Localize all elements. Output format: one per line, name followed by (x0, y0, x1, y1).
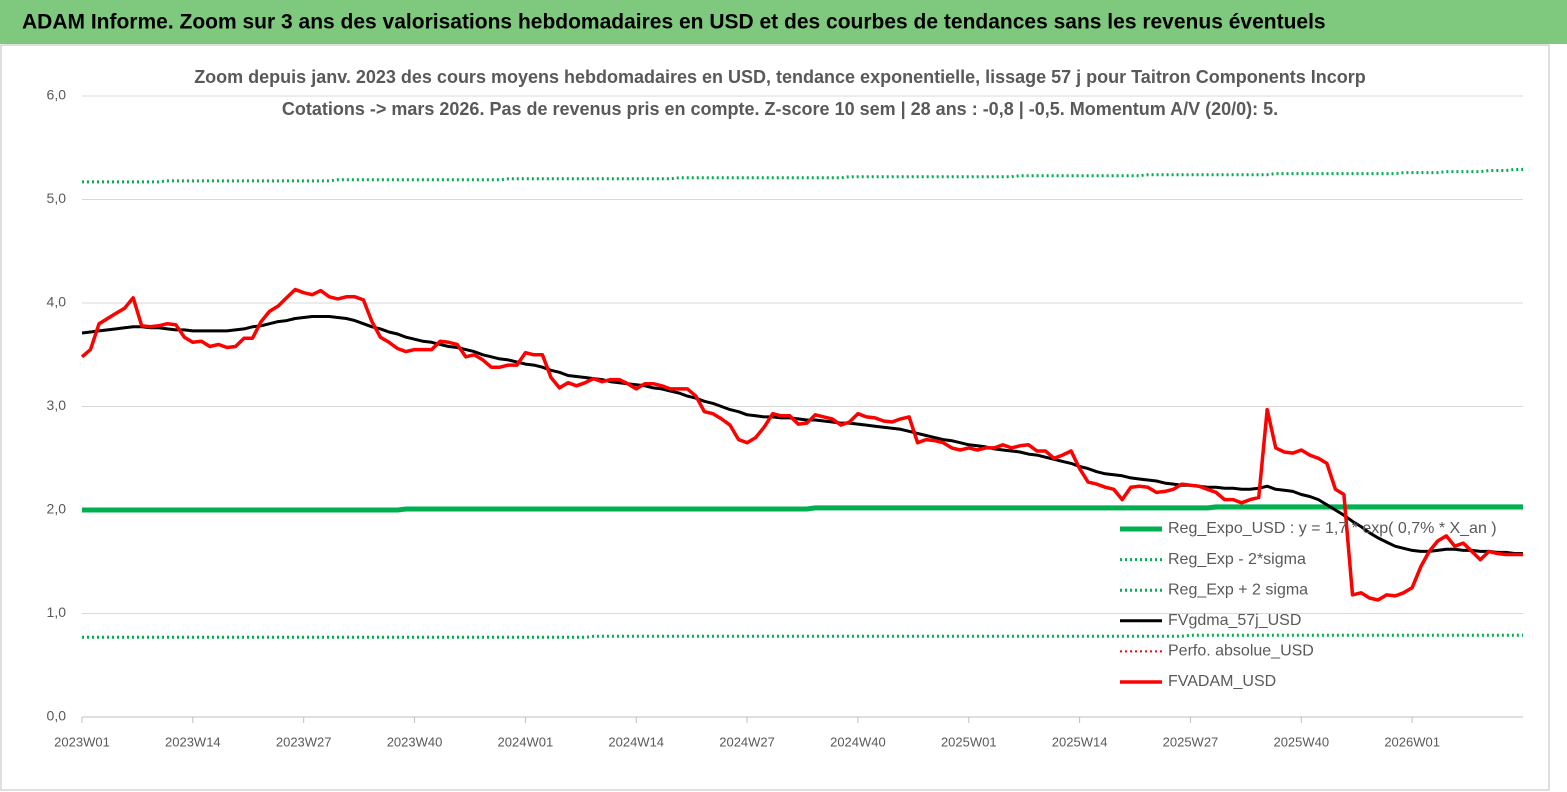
x-tick-label: 2024W27 (719, 734, 775, 749)
series-line (82, 168, 1523, 184)
header-bar (0, 0, 1567, 44)
chart-title: Zoom depuis janv. 2023 des cours moyens … (194, 67, 1366, 87)
x-tick-label: 2024W01 (498, 734, 554, 749)
x-tick-label: 2023W27 (276, 734, 332, 749)
y-tick-label: 1,0 (47, 604, 67, 620)
x-tick-label: 2023W14 (165, 734, 221, 749)
legend-label: Reg_Expo_USD : y = 1,7 * exp( 0,7% * X_a… (1168, 520, 1497, 537)
x-tick-label: 2025W14 (1052, 734, 1108, 749)
x-tick-label: 2023W01 (54, 734, 110, 749)
y-tick-label: 0,0 (47, 708, 67, 724)
x-tick-label: 2025W27 (1163, 734, 1219, 749)
legend-label: FVgdma_57j_USD (1168, 612, 1301, 629)
y-tick-label: 4,0 (47, 294, 67, 310)
series-line (82, 504, 1523, 513)
x-tick-label: 2025W01 (941, 734, 997, 749)
x-tick-label: 2024W40 (830, 734, 886, 749)
series-line (82, 633, 1523, 639)
y-tick-label: 5,0 (47, 190, 67, 206)
legend-label: Reg_Exp + 2 sigma (1168, 581, 1308, 598)
chart-subtitle: Cotations -> mars 2026. Pas de revenus p… (282, 99, 1278, 119)
legend-label: Perfo. absolue_USD (1168, 643, 1314, 660)
header-title: ADAM Informe. Zoom sur 3 ans des valoris… (22, 11, 1326, 34)
y-tick-label: 2,0 (47, 501, 67, 517)
series-line (80, 287, 1523, 602)
legend-label: FVADAM_USD (1168, 673, 1276, 690)
y-tick-label: 6,0 (47, 87, 67, 103)
x-tick-label: 2025W40 (1273, 734, 1329, 749)
x-tick-label: 2024W14 (608, 734, 664, 749)
x-tick-label: 2023W40 (387, 734, 443, 749)
x-tick-label: 2026W01 (1384, 734, 1440, 749)
legend-label: Reg_Exp - 2*sigma (1168, 551, 1306, 568)
y-tick-label: 3,0 (47, 397, 67, 413)
series-line (81, 315, 1523, 555)
chart-frame (0, 44, 1550, 791)
